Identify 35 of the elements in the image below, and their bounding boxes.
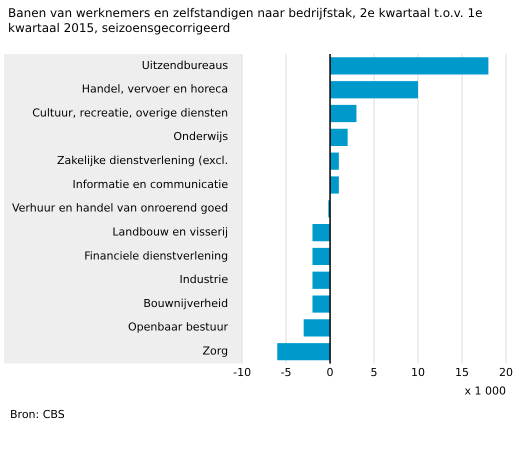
bar: [330, 104, 356, 122]
y-tick-label: Landbouw en visserij: [112, 225, 228, 238]
bar: [312, 224, 330, 242]
x-tick-label: -5: [280, 366, 292, 380]
y-tick-label: Handel, vervoer en horeca: [82, 82, 228, 96]
y-tick-label: Cultuur, recreatie, overige diensten: [32, 106, 228, 120]
bar: [330, 176, 339, 194]
y-tick-label: Verhuur en handel van onroerend goed: [12, 202, 228, 215]
y-tick-label: Financiele dienstverlening: [84, 249, 228, 262]
y-tick-label: Zakelijke dienstverlening (excl.: [56, 154, 228, 168]
x-tick-label: -10: [233, 366, 252, 380]
x-tick-label: 15: [455, 366, 470, 380]
y-tick-label: Industrie: [180, 273, 228, 286]
x-axis-title: x 1 000: [464, 384, 506, 398]
y-tick-label: Bouwnijverheid: [143, 296, 228, 310]
bar: [312, 295, 330, 313]
bar: [277, 343, 330, 360]
y-tick-label: Zorg: [202, 344, 228, 358]
bar: [330, 81, 418, 98]
bar: [304, 319, 330, 336]
text: Bron: CBS: [9, 407, 66, 421]
bar: [330, 128, 348, 146]
x-tick-label: 0: [326, 366, 334, 380]
y-tick-label: Openbaar bestuur: [128, 320, 229, 334]
x-tick-label: 5: [370, 366, 378, 380]
bar: [312, 248, 330, 266]
y-tick-label: Uitzendbureaus: [142, 58, 228, 72]
bar: [312, 272, 330, 289]
bar: [330, 152, 339, 170]
x-tick-label: 10: [411, 366, 426, 380]
y-tick-label: Onderwijs: [173, 130, 228, 144]
y-tick-label: Informatie en communicatie: [72, 178, 228, 191]
x-tick-label: 20: [499, 366, 513, 380]
chart-title: Banen van werknemers en zelfstandigen naar bedrijfstak, 2e kwartaal t.o.v. 1e kwartaal 2015, seizoensgecorrigeerd: [7, 5, 484, 36]
bar: [330, 57, 488, 75]
